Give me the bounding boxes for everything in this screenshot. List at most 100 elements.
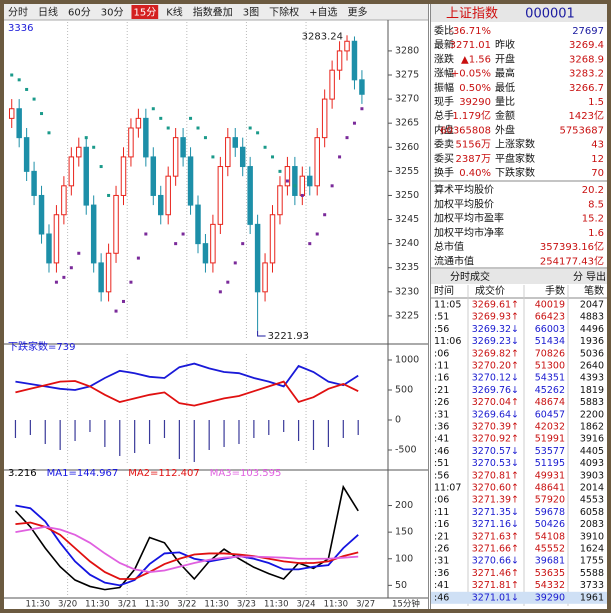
sar-dot [32,97,36,101]
sar-dot [233,261,237,265]
quote-title-bg [431,4,607,22]
trade-price: 3270.12↓ [472,373,519,384]
trade-time: :21 [434,531,449,542]
toolbar-item[interactable]: 日线 [38,6,58,19]
candle-body [329,69,335,100]
tab[interactable]: 导出 [586,270,606,283]
column-header: 成交价 [475,284,505,297]
trade-time: :41 [434,434,449,445]
toolbar-item[interactable]: 3图 [243,7,259,19]
quote-label: 内盘 [434,123,454,136]
sar-dot [144,232,148,236]
legend-item[interactable]: 下跌家数=739 [8,340,75,353]
stat-value: 15.2 [582,214,604,225]
toolbar-item[interactable]: 30分 [101,7,124,19]
sar-dot [226,280,230,284]
candle-body [225,137,231,168]
sar-dot [360,107,364,111]
tab[interactable]: 分时成交 [450,270,490,283]
stat-label: 加权平均市净率 [434,226,504,239]
sar-dot [300,193,304,197]
x-tick-label: 3/27 [356,600,375,610]
sar-dot [315,232,319,236]
toolbar-item[interactable]: K线 [166,6,183,19]
candle-body [68,156,75,187]
legend-item[interactable]: 3.216 [8,468,37,479]
sar-dot [77,251,81,255]
trade-time: 11:05 [434,300,461,311]
trade-count: 1936 [580,336,604,347]
quote-value: 1.5 [588,97,604,108]
trade-volume: 50426 [535,519,565,530]
toolbar-bg [4,4,428,20]
sar-dot [10,73,14,77]
quote-label: 涨跌 [434,52,454,65]
trade-time: :26 [434,544,449,555]
y-tick-label: 3240 [395,238,419,249]
toolbar-item[interactable]: 指数叠加 [193,6,233,19]
toolbar-item[interactable]: 15分 [133,7,156,19]
quote-label: 金额 [495,109,515,122]
quote-value: 43 [591,140,604,151]
trade-price: 3269.23↓ [472,336,519,347]
legend-item[interactable]: MA2=112.407 [128,468,200,479]
toolbar-item[interactable]: 更多 [348,6,368,19]
trade-time: :36 [434,422,449,433]
sar-dot [136,256,140,260]
trade-count: 5588 [580,568,604,579]
quote-value: +0.05% [451,69,491,80]
candle-body [232,137,238,148]
row-highlight [431,591,607,604]
sar-dot [151,107,155,111]
trade-time: :11 [434,361,449,372]
trade-volume: 53635 [535,568,565,579]
quote-value: 1423亿 [569,109,604,122]
y-tick-label: 3235 [395,262,419,273]
bar [327,420,329,447]
trade-count: 3733 [580,580,604,591]
bar [74,420,76,441]
quote-label: 外盘 [495,123,515,136]
toolbar-item[interactable]: 分时 [8,7,28,19]
tab[interactable]: 分 [573,271,583,283]
trade-count: 3910 [580,531,604,542]
quote-label: 涨幅 [434,67,454,80]
y-tick-label: 200 [395,500,413,511]
quote-code: 000001 [525,7,575,22]
bar [312,420,315,450]
y-tick-label: 3265 [395,118,419,129]
sar-dot [25,87,29,91]
sar-dot [196,126,200,130]
trade-count: 5036 [580,348,604,359]
candle-body [120,156,127,196]
trade-time: :56 [434,470,449,481]
toolbar-item[interactable]: +自选 [309,6,337,19]
trade-time: :41 [434,580,449,591]
sar-dot [40,112,44,116]
candle-body [76,146,82,158]
toolbar-item[interactable]: 下除权 [269,6,299,19]
trade-time: 11:07 [434,483,461,494]
trade-count: 4496 [580,324,604,335]
trade-volume: 57920 [535,495,565,506]
trade-count: 4093 [580,458,604,469]
trade-time: :26 [434,397,449,408]
stat-value: 20.2 [582,185,604,196]
quote-label: 换手 [434,166,454,179]
candle-body [105,252,112,293]
sar-dot [345,136,349,140]
toolbar-item[interactable]: 60分 [68,7,91,19]
y-tick-label: 3260 [395,142,419,153]
trade-volume: 66003 [535,324,565,335]
sar-dot [69,266,73,270]
trade-count: 2083 [580,519,604,530]
candle-body [90,204,97,264]
trade-count: 6058 [580,507,604,518]
legend-item[interactable]: MA3=103.595 [210,468,282,479]
trade-time: 11:06 [434,336,461,347]
stat-label: 加权平均市盈率 [434,212,504,225]
legend-item[interactable]: MA1=144.967 [47,468,119,479]
min-leader [257,330,266,337]
quote-value: 3266.7 [569,83,604,94]
sar-dot [47,131,51,135]
